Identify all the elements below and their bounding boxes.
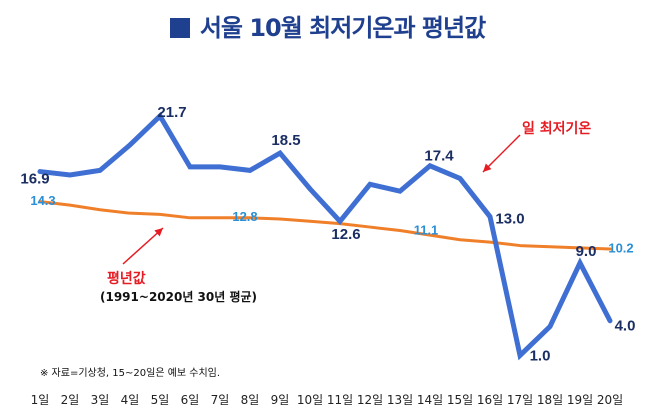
x-tick-label: 9일 (271, 393, 290, 407)
data-label-daily-min: 18.5 (271, 132, 300, 149)
x-tick-label: 3일 (91, 393, 110, 407)
chart-title: 서울 10월 최저기온과 평년값 (0, 8, 655, 43)
x-tick-label: 4일 (121, 393, 140, 407)
x-tick-label: 14일 (417, 393, 443, 407)
arrow-normal-head (154, 228, 163, 237)
x-tick-label: 6일 (181, 393, 200, 407)
data-label-normal: 11.1 (414, 223, 439, 238)
series-line-daily-min (37, 112, 613, 361)
x-tick-label: 18일 (537, 393, 563, 407)
x-tick-label: 16일 (477, 393, 503, 407)
data-label-daily-min: 21.7 (157, 104, 186, 121)
annotation-normal: 평년값 (107, 271, 146, 287)
x-tick-label: 5일 (151, 393, 170, 407)
data-label-normal: 10.2 (608, 240, 633, 255)
source-note: ※ 자료=기상청, 15~20일은 예보 수치임. (40, 368, 221, 379)
data-label-daily-min: 12.6 (331, 226, 360, 243)
data-label-daily-min: 9.0 (576, 243, 597, 260)
arrow-daily-min (482, 134, 521, 173)
x-tick-label: 13일 (387, 393, 413, 407)
x-tick-label: 12일 (357, 393, 383, 407)
data-label-normal: 12.8 (232, 209, 257, 224)
data-label-daily-min: 13.0 (495, 211, 524, 228)
x-tick-label: 15일 (447, 393, 473, 407)
title-square-icon (169, 18, 190, 38)
data-label-daily-min: 16.9 (20, 171, 49, 188)
annotation-daily-min: 일 최저기온 (522, 121, 592, 137)
data-label-daily-min: 4.0 (615, 318, 636, 335)
x-tick-label: 10일 (297, 393, 323, 407)
x-tick-label: 1일 (31, 393, 50, 407)
data-label-normal: 14.3 (30, 193, 55, 208)
arrow-daily-min-head (483, 163, 492, 172)
x-tick-label: 17일 (507, 393, 533, 407)
x-tick-label: 8일 (241, 393, 260, 407)
data-label-daily-min: 17.4 (424, 148, 454, 165)
x-tick-label: 7일 (211, 393, 230, 407)
arrow-normal (122, 227, 164, 265)
data-label-daily-min: 1.0 (530, 347, 551, 364)
x-tick-label: 11일 (327, 393, 353, 407)
series-line-normal (38, 200, 612, 251)
annotation-normal-period: (1991~2020년 30년 평균) (100, 290, 258, 304)
chart-title-text: 서울 10월 최저기온과 평년값 (199, 14, 486, 42)
x-tick-label: 20일 (597, 393, 623, 407)
x-tick-label: 19일 (567, 393, 593, 407)
x-tick-label: 2일 (61, 393, 80, 407)
